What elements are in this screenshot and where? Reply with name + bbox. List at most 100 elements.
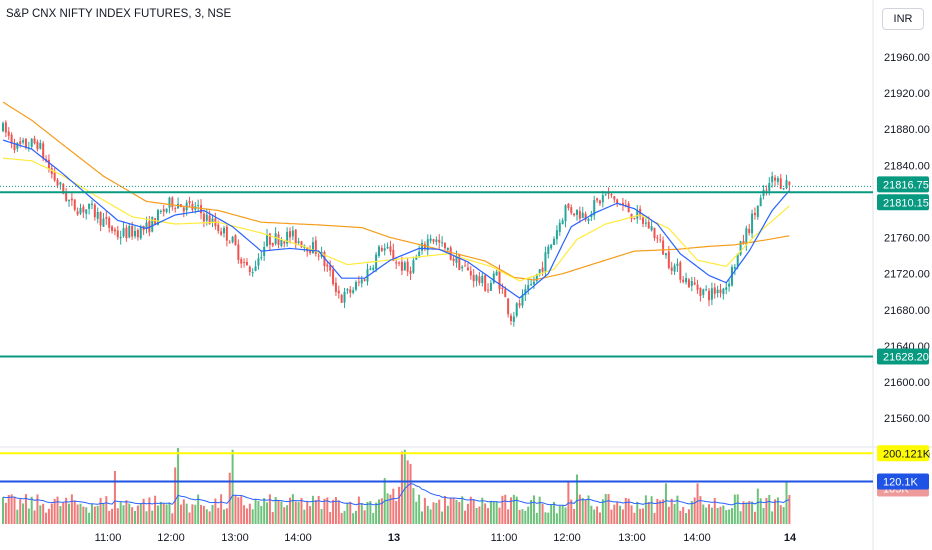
ema-fast-line <box>2 139 790 299</box>
candle <box>495 268 498 276</box>
volume-bar <box>596 506 599 524</box>
volume-bar <box>716 507 719 524</box>
volume-bar <box>561 505 564 524</box>
time-tick-label: 14:00 <box>284 532 312 544</box>
candle <box>553 236 556 246</box>
volume-bar <box>45 512 48 524</box>
volume-bar <box>553 501 556 524</box>
volume-bar <box>363 510 366 524</box>
candle <box>220 227 223 237</box>
candle <box>286 227 289 247</box>
volume-bar <box>624 497 627 524</box>
volume-bar <box>403 449 406 524</box>
volume-bar <box>377 499 380 524</box>
candle <box>85 209 88 220</box>
volume-bar <box>156 505 159 524</box>
volume-bar <box>220 494 223 524</box>
volume-bar <box>762 508 765 524</box>
volume-bar <box>705 507 708 524</box>
candle <box>690 276 693 292</box>
volume-bar <box>644 495 647 524</box>
volume-bar <box>73 500 76 524</box>
candle <box>68 199 71 207</box>
volume-bar <box>782 507 785 524</box>
volume-bar <box>182 499 185 524</box>
volume-bar <box>332 499 335 524</box>
time-tick-label: 14:00 <box>683 532 711 544</box>
candle <box>438 234 441 249</box>
candle <box>352 287 355 295</box>
volume-bar <box>311 495 314 524</box>
volume-bar <box>263 498 266 524</box>
candle <box>291 226 294 241</box>
candle <box>174 206 177 213</box>
volume-bar <box>200 504 203 524</box>
volume-bar <box>82 506 85 524</box>
candle <box>558 219 561 236</box>
candle <box>461 265 464 272</box>
candle <box>432 238 435 244</box>
volume-bar <box>435 502 438 524</box>
volume-bar <box>217 507 220 524</box>
candle <box>113 227 116 236</box>
price-tick-label: 21720.00 <box>884 269 930 281</box>
volume-bar <box>56 496 59 524</box>
candle <box>570 204 573 215</box>
candle <box>664 252 667 259</box>
volume-bar <box>650 496 653 524</box>
volume-bar <box>357 496 360 524</box>
volume-bar <box>343 510 346 524</box>
currency-button[interactable]: INR <box>882 8 924 30</box>
candle <box>705 285 708 292</box>
candle <box>50 164 53 179</box>
volume-bar <box>771 511 774 524</box>
candle <box>725 281 728 295</box>
volume-bar <box>742 501 745 524</box>
candle <box>573 213 576 217</box>
chart-title: S&P CNX NIFTY INDEX FUTURES, 3, NSE <box>6 8 232 20</box>
volume-bar <box>42 503 45 524</box>
candle <box>389 240 392 256</box>
volume-bar <box>527 506 530 524</box>
candle <box>644 218 647 227</box>
volume-bar <box>656 498 659 524</box>
volume-bars <box>2 448 791 524</box>
volume-bar <box>291 494 294 524</box>
candle <box>240 257 243 269</box>
axes: 21960.00 21920.00 21880.00 21840.00 21760.00… <box>95 52 930 544</box>
volume-bar <box>518 509 521 524</box>
volume-bar <box>27 508 30 524</box>
volume-bar <box>398 486 401 524</box>
volume-bar <box>639 508 642 524</box>
candle <box>171 196 174 211</box>
volume-bar <box>194 504 197 524</box>
candle <box>406 257 409 277</box>
volume-bar <box>662 499 665 524</box>
volume-bar <box>751 501 754 524</box>
candle <box>392 243 395 262</box>
volume-bar <box>693 497 696 524</box>
candle <box>601 190 604 208</box>
candle <box>604 193 607 197</box>
volume-bar <box>128 503 131 524</box>
last-price-tag: 21816.75 <box>877 176 929 193</box>
volume-bar <box>47 508 50 524</box>
volume-bar <box>748 501 751 524</box>
time-tick-label: 12:00 <box>157 532 185 544</box>
candle <box>722 287 725 300</box>
volume-bar <box>458 502 461 524</box>
candle <box>248 265 251 276</box>
volume-bar <box>642 508 645 524</box>
volume-bar <box>685 513 688 524</box>
volume-bar <box>788 495 791 524</box>
volume-bar <box>719 506 722 524</box>
candle <box>349 286 352 298</box>
volume-bar <box>535 512 538 524</box>
volume-bar <box>208 511 211 524</box>
volume-bar <box>19 499 22 524</box>
volume-bar <box>4 502 7 524</box>
candle <box>360 275 363 288</box>
volume-bar <box>355 510 358 524</box>
volume-bar <box>604 493 607 524</box>
